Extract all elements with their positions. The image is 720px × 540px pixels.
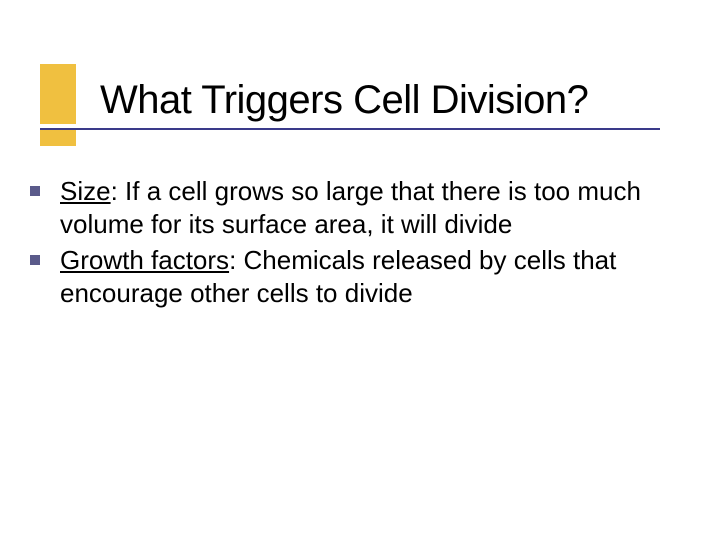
bullet-rest: : If a cell grows so large that there is…	[60, 176, 641, 239]
bullet-text: Growth factors: Chemicals released by ce…	[60, 244, 690, 309]
slide-title: What Triggers Cell Division?	[100, 78, 588, 123]
bullet-term: Size	[60, 176, 111, 206]
accent-block-small	[40, 130, 76, 146]
bullet-marker-icon	[30, 255, 40, 265]
slide-content: Size: If a cell grows so large that ther…	[30, 175, 690, 313]
bullet-term: Growth factors	[60, 245, 229, 275]
bullet-item: Growth factors: Chemicals released by ce…	[30, 244, 690, 309]
bullet-text: Size: If a cell grows so large that ther…	[60, 175, 690, 240]
title-underline	[40, 128, 660, 130]
bullet-item: Size: If a cell grows so large that ther…	[30, 175, 690, 240]
bullet-marker-icon	[30, 186, 40, 196]
accent-block-large	[40, 64, 76, 124]
